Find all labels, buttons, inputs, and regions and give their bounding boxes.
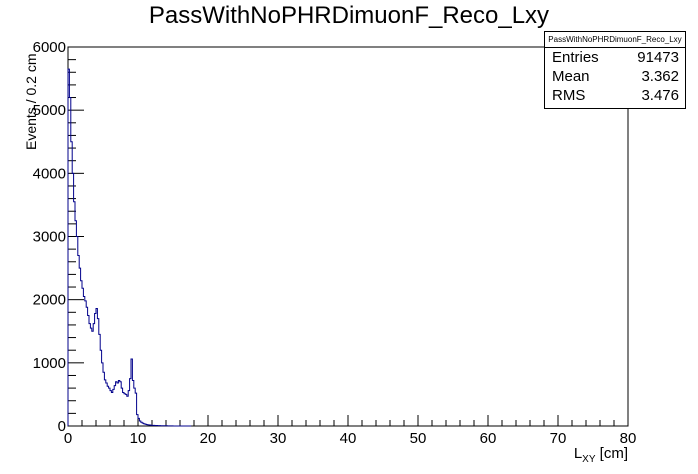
x-tick-label: 50 [410,430,427,447]
histogram-line [67,68,192,427]
stats-row-rms: RMS 3.476 [545,86,685,105]
y-tick-label: 6000 [33,39,66,56]
y-axis-label: Events / 0.2 cm [23,54,39,150]
x-tick-label: 0 [64,430,72,447]
x-tick-label: 30 [270,430,287,447]
y-tick-label: 4000 [33,165,66,182]
x-tick-label: 10 [130,430,147,447]
x-tick-label: 80 [620,430,637,447]
x-tick-label: 70 [550,430,567,447]
y-tick-label: 1000 [33,355,66,372]
y-tick-label: 5000 [33,102,66,119]
stats-row-entries: Entries 91473 [545,48,685,67]
axis-tick-labels: 0 10 20 30 40 50 60 70 80 0 1000 2000 3000 4000 5000 60… [33,39,637,447]
x-tick-label: 40 [340,430,357,447]
entries-label: Entries [552,49,599,66]
rms-label: RMS [552,87,586,104]
stats-box-title: PassWithNoPHRDimuonF_Reco_Lxy [545,32,685,48]
x-tick-label: 60 [480,430,497,447]
chart-title: PassWithNoPHRDimuonF_Reco_Lxy [148,2,550,29]
rms-value: 3.476 [641,87,679,104]
stats-box: PassWithNoPHRDimuonF_Reco_Lxy Entries 914… [544,31,686,109]
entries-value: 91473 [637,49,679,66]
y-tick-label: 3000 [33,229,66,246]
mean-label: Mean [552,68,590,85]
x-tick-label: 20 [200,430,217,447]
x-axis-label: LXY [cm] [574,445,628,465]
stats-row-mean: Mean 3.362 [545,67,685,86]
mean-value: 3.362 [641,68,679,85]
y-tick-label: 2000 [33,292,66,309]
y-tick-label: 0 [58,418,66,435]
